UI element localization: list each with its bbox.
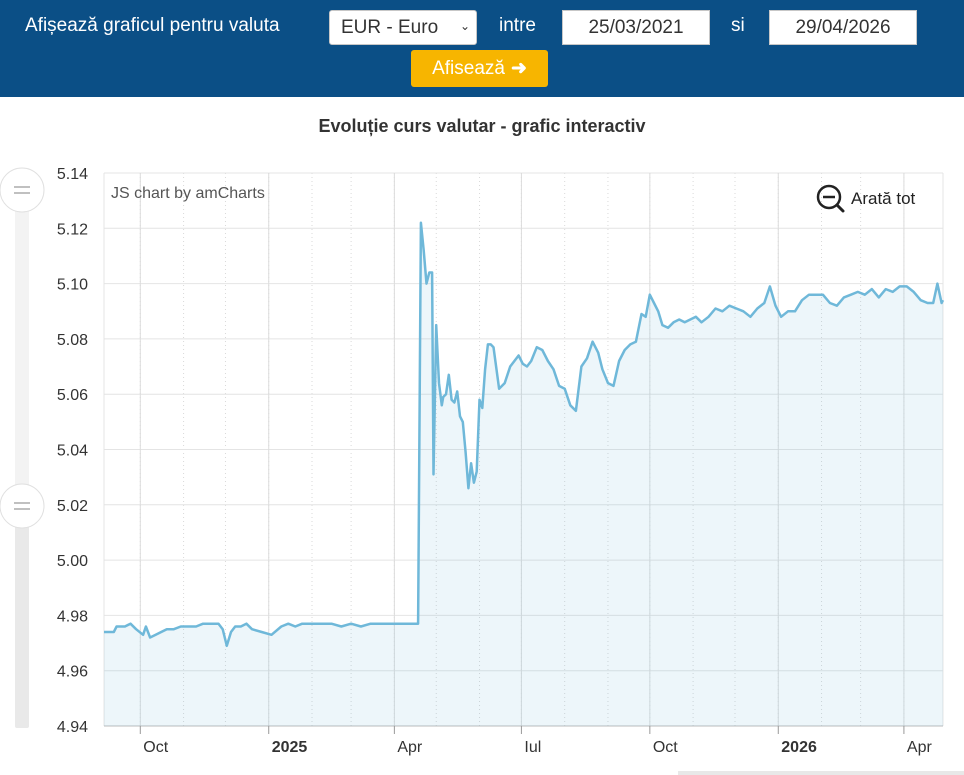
rate-area bbox=[104, 222, 943, 727]
x-tick-label: Oct bbox=[653, 739, 678, 756]
y-tick-label: 5.00 bbox=[57, 553, 88, 570]
y-tick-label: 5.10 bbox=[57, 277, 88, 294]
scrollbar-selection[interactable] bbox=[15, 188, 29, 508]
scroll-grip-top[interactable] bbox=[0, 167, 45, 213]
show-chart-button-label: Afisează bbox=[432, 58, 505, 79]
x-tick-label: Apr bbox=[397, 739, 423, 756]
date-from-input[interactable]: 25/03/2021 bbox=[562, 10, 710, 45]
y-tick-label: 5.14 bbox=[57, 166, 88, 183]
between-label: intre bbox=[499, 15, 536, 36]
x-tick-label: Iul bbox=[524, 739, 541, 756]
chevron-down-icon: ⌄ bbox=[459, 19, 470, 33]
y-tick-label: 4.94 bbox=[57, 719, 88, 736]
zoom-out-label: Arată tot bbox=[851, 189, 916, 208]
y-tick-label: 5.08 bbox=[57, 332, 88, 349]
currency-select[interactable]: EUR - Euro ⌄ bbox=[329, 10, 477, 45]
and-label: si bbox=[731, 15, 745, 36]
show-chart-button[interactable]: Afisează ➜ bbox=[411, 50, 548, 87]
y-tick-label: 5.04 bbox=[57, 443, 88, 460]
scroll-grip-bottom[interactable] bbox=[0, 483, 45, 529]
filter-bar: Afișează graficul pentru valuta EUR - Eu… bbox=[0, 0, 964, 97]
x-tick-label: Oct bbox=[143, 739, 168, 756]
y-tick-label: 4.96 bbox=[57, 664, 88, 681]
chart-title: Evoluție curs valutar - grafic interacti… bbox=[318, 116, 646, 136]
y-tick-label: 5.02 bbox=[57, 498, 88, 515]
x-tick-label: Apr bbox=[907, 739, 933, 756]
y-tick-label: 5.12 bbox=[57, 221, 88, 238]
x-axis-ticks: Oct 2025 Apr Iul Oct 2026 Apr bbox=[139, 726, 933, 756]
currency-select-value: EUR - Euro bbox=[341, 17, 439, 38]
y-tick-label: 5.06 bbox=[57, 387, 88, 404]
vertical-scrollbar[interactable] bbox=[0, 167, 45, 728]
horizontal-scrollbar[interactable] bbox=[678, 771, 964, 775]
x-tick-label: 2025 bbox=[272, 739, 308, 756]
y-tick-label: 4.98 bbox=[57, 608, 88, 625]
y-axis-ticks: 5.14 5.12 5.10 5.08 5.06 5.04 5.02 5.00 4.98 4.96… bbox=[57, 166, 88, 736]
rate-line bbox=[104, 221, 945, 648]
date-to-input[interactable]: 29/04/2026 bbox=[769, 10, 917, 45]
chart-grid bbox=[103, 172, 944, 727]
zoom-out-handle bbox=[835, 203, 845, 213]
x-tick-label: 2026 bbox=[781, 739, 817, 756]
arrow-right-icon: ➜ bbox=[510, 58, 527, 79]
zoom-out-button[interactable]: Arată tot bbox=[816, 184, 916, 213]
currency-label: Afișează graficul pentru valuta bbox=[25, 15, 280, 36]
zoom-out-icon bbox=[816, 184, 842, 210]
chart-credit: JS chart by amCharts bbox=[111, 185, 265, 202]
